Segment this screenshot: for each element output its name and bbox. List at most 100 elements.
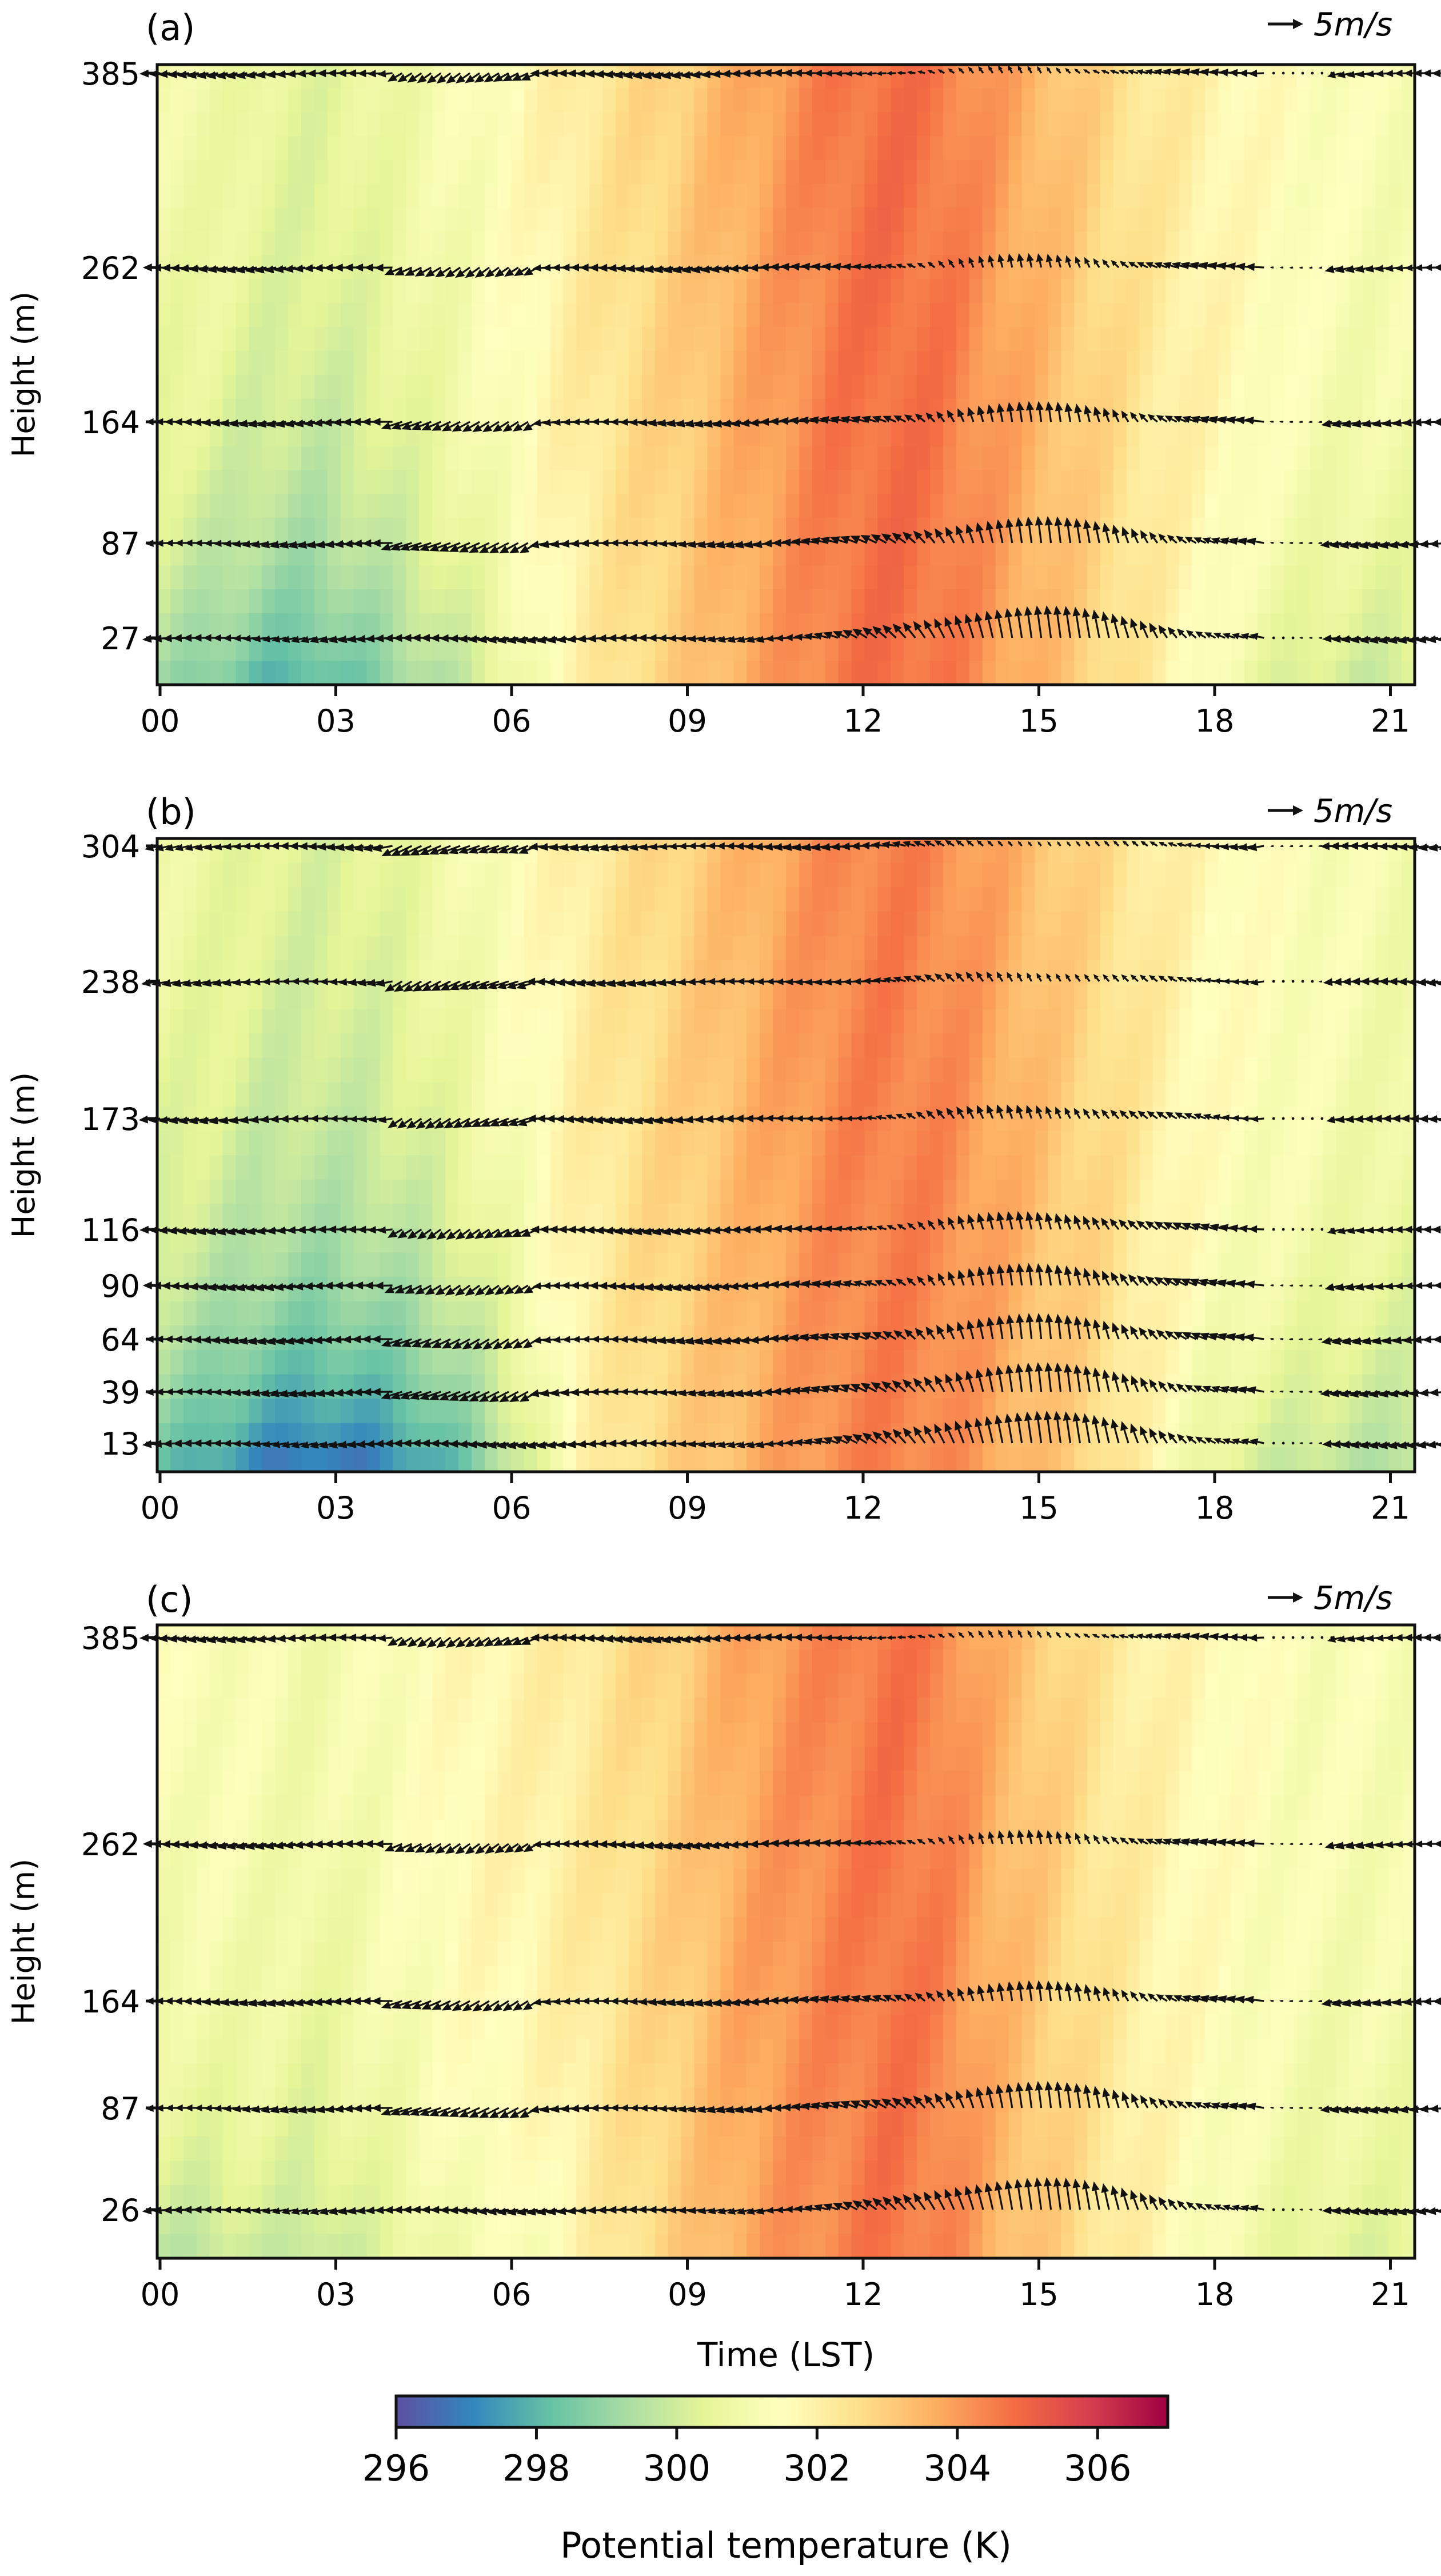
- wind-vector: [472, 421, 490, 433]
- theta-cell: [602, 1009, 616, 1034]
- theta-cell: [497, 862, 512, 888]
- theta-cell: [550, 541, 564, 566]
- theta-cell: [1362, 517, 1376, 542]
- theta-cell: [301, 374, 315, 400]
- theta-cell: [930, 136, 944, 161]
- theta-cell: [288, 1155, 302, 1180]
- theta-cell: [1310, 327, 1324, 352]
- theta-cell: [1362, 661, 1376, 685]
- theta-cell: [799, 65, 813, 89]
- theta-cell: [1336, 350, 1350, 376]
- theta-cell: [327, 279, 341, 304]
- theta-cell: [1021, 984, 1036, 1010]
- theta-cell: [1021, 1325, 1036, 1351]
- theta-cell: [1021, 1033, 1036, 1059]
- theta-cell: [1231, 541, 1245, 566]
- theta-cell: [904, 446, 918, 471]
- theta-cell: [1218, 303, 1232, 328]
- theta-cell: [393, 327, 407, 352]
- wind-vector: [1053, 605, 1062, 638]
- wind-vector: [384, 266, 403, 275]
- theta-cell: [589, 398, 604, 423]
- theta-cell: [170, 862, 184, 888]
- theta-cell: [1258, 565, 1271, 590]
- wind-vector: [935, 528, 945, 544]
- theta-cell: [707, 65, 721, 89]
- theta-cell: [183, 327, 197, 352]
- theta-cell: [472, 565, 485, 590]
- theta-cell: [629, 1399, 642, 1424]
- theta-cell: [668, 1301, 682, 1327]
- theta-cell: [1349, 65, 1363, 89]
- theta-cell: [1165, 279, 1180, 304]
- theta-cell: [301, 1399, 315, 1424]
- theta-cell: [484, 517, 498, 542]
- theta-cell: [904, 112, 918, 137]
- theta-cell: [1008, 374, 1023, 400]
- theta-cell: [576, 984, 590, 1010]
- theta-cell: [1296, 159, 1311, 185]
- theta-cell: [327, 936, 341, 961]
- theta-cell: [1165, 541, 1180, 566]
- theta-cell: [1205, 470, 1219, 495]
- theta-cell: [956, 65, 970, 89]
- theta-cell: [720, 159, 735, 185]
- theta-cell: [720, 838, 735, 864]
- theta-cell: [681, 88, 695, 113]
- theta-cell: [563, 1447, 577, 1472]
- theta-cell: [641, 911, 656, 937]
- theta-cell: [458, 1057, 472, 1083]
- theta-cell: [445, 88, 459, 113]
- theta-cell: [1388, 231, 1402, 256]
- theta-cell: [222, 661, 237, 685]
- theta-cell: [668, 255, 682, 280]
- theta-cell: [799, 887, 813, 912]
- theta-cell: [904, 207, 918, 233]
- theta-cell: [1349, 136, 1363, 161]
- theta-cell: [419, 1228, 433, 1253]
- theta-cell: [1126, 65, 1140, 89]
- theta-cell: [301, 613, 315, 638]
- theta-cell: [943, 350, 957, 376]
- theta-cell: [1283, 231, 1298, 256]
- theta-cell: [786, 446, 800, 471]
- theta-cell: [1008, 422, 1023, 447]
- theta-cell: [851, 589, 865, 614]
- theta-cell: [641, 1399, 656, 1424]
- theta-cell: [497, 1057, 512, 1083]
- theta-cell: [249, 494, 263, 518]
- theta-cell: [1296, 374, 1311, 400]
- theta-cell: [917, 65, 931, 89]
- theta-cell: [1218, 231, 1232, 256]
- theta-cell: [995, 470, 1009, 495]
- theta-cell: [301, 589, 315, 614]
- theta-cell: [1336, 88, 1350, 113]
- theta-cell: [1258, 88, 1271, 113]
- theta-cell: [760, 327, 773, 352]
- theta-cell: [445, 936, 459, 961]
- theta-cell: [1100, 350, 1114, 376]
- theta-cell: [1205, 565, 1219, 590]
- theta-cell: [170, 279, 184, 304]
- theta-cell: [956, 112, 970, 137]
- theta-cell: [1336, 398, 1350, 423]
- theta-cell: [327, 541, 341, 566]
- theta-cell: [157, 541, 171, 566]
- theta-cell: [773, 862, 787, 888]
- theta-cell: [157, 1349, 171, 1375]
- theta-cell: [157, 112, 171, 137]
- theta-cell: [681, 422, 695, 447]
- theta-cell: [956, 446, 970, 471]
- theta-cell: [222, 255, 237, 280]
- theta-cell: [406, 279, 420, 304]
- theta-cell: [786, 374, 800, 400]
- theta-cell: [1021, 327, 1036, 352]
- theta-cell: [366, 159, 381, 185]
- theta-cell: [943, 661, 957, 685]
- theta-cell: [654, 1179, 669, 1205]
- theta-cell: [1375, 327, 1390, 352]
- wind-vector: [840, 536, 858, 544]
- theta-cell: [1074, 88, 1088, 113]
- theta-cell: [301, 1301, 315, 1327]
- theta-cell: [641, 589, 656, 614]
